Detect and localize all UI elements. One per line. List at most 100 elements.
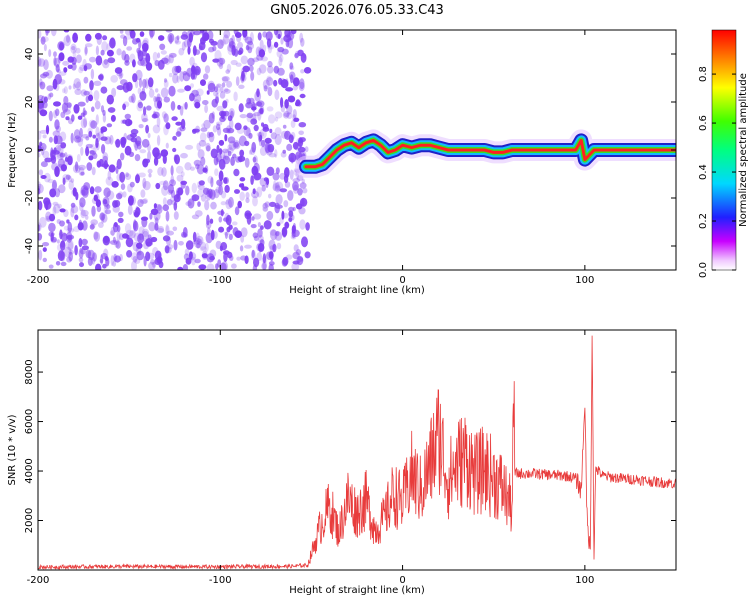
noise-speck xyxy=(80,118,88,129)
noise-speck xyxy=(152,261,156,268)
noise-speck xyxy=(269,128,273,134)
noise-speck xyxy=(38,169,44,176)
noise-speck xyxy=(107,57,116,64)
noise-speck xyxy=(288,134,294,144)
noise-speck xyxy=(118,73,123,80)
noise-speck xyxy=(163,79,169,89)
noise-speck xyxy=(68,251,73,262)
noise-speck xyxy=(256,243,262,252)
spectrogram-noise-field xyxy=(38,30,312,270)
noise-speck xyxy=(162,180,169,191)
noise-speck xyxy=(113,253,117,262)
noise-speck xyxy=(257,228,263,238)
noise-speck xyxy=(132,241,140,252)
noise-speck xyxy=(39,129,48,134)
noise-speck xyxy=(181,41,186,51)
noise-speck xyxy=(292,77,300,87)
noise-speck xyxy=(226,80,233,88)
noise-speck xyxy=(237,41,244,49)
noise-speck xyxy=(299,78,305,90)
snr-y-ticks: 2000 4000 6000 8000 xyxy=(24,359,676,533)
noise-speck xyxy=(215,263,219,270)
noise-speck xyxy=(239,177,246,182)
noise-speck xyxy=(141,217,148,228)
noise-speck xyxy=(165,142,169,149)
noise-speck xyxy=(93,147,97,154)
noise-speck xyxy=(38,233,43,241)
noise-speck xyxy=(281,210,285,220)
noise-speck xyxy=(81,134,90,139)
noise-speck xyxy=(191,89,199,97)
noise-speck xyxy=(153,152,162,160)
noise-speck xyxy=(38,224,41,232)
noise-speck xyxy=(63,86,68,94)
noise-speck xyxy=(235,62,242,67)
noise-speck xyxy=(257,222,261,228)
noise-speck xyxy=(274,116,279,122)
noise-speck xyxy=(214,168,219,176)
snr-x-tick-label: -200 xyxy=(27,575,50,586)
noise-speck xyxy=(196,238,203,244)
noise-speck xyxy=(176,127,182,136)
noise-speck xyxy=(218,139,225,146)
noise-speck xyxy=(90,143,95,150)
noise-speck xyxy=(196,242,201,249)
noise-speck xyxy=(229,255,234,261)
noise-speck xyxy=(210,201,217,210)
noise-speck xyxy=(253,124,259,132)
noise-speck xyxy=(165,210,170,222)
noise-speck xyxy=(48,136,53,143)
noise-speck xyxy=(199,132,207,143)
noise-speck xyxy=(227,136,236,144)
snr-x-tick-label: 0 xyxy=(399,575,405,586)
noise-speck xyxy=(55,125,61,133)
noise-speck xyxy=(98,74,104,80)
noise-speck xyxy=(258,247,262,253)
spectrogram-ridge xyxy=(295,129,676,178)
noise-speck xyxy=(263,85,268,92)
noise-speck xyxy=(168,85,176,97)
noise-speck xyxy=(188,251,193,260)
noise-speck xyxy=(269,201,277,207)
noise-speck xyxy=(73,78,81,89)
noise-speck xyxy=(68,118,74,125)
noise-speck xyxy=(277,33,281,40)
noise-speck xyxy=(89,224,95,230)
noise-speck xyxy=(145,238,153,247)
noise-speck xyxy=(51,30,57,37)
noise-speck xyxy=(125,229,134,237)
noise-speck xyxy=(137,59,145,66)
noise-speck xyxy=(138,124,144,129)
noise-speck xyxy=(177,266,184,270)
noise-speck xyxy=(102,59,110,69)
noise-speck xyxy=(125,237,134,248)
noise-speck xyxy=(286,143,293,151)
noise-speck xyxy=(68,180,74,191)
noise-speck xyxy=(240,73,245,84)
noise-speck xyxy=(43,59,49,71)
noise-speck xyxy=(223,30,231,39)
noise-speck xyxy=(132,59,136,68)
noise-speck xyxy=(230,156,236,166)
noise-speck xyxy=(150,208,159,215)
noise-speck xyxy=(109,230,115,236)
figure-title: GN05.2026.076.05.33.C43 xyxy=(270,3,444,18)
noise-speck xyxy=(142,47,147,57)
noise-speck xyxy=(283,112,290,119)
noise-speck xyxy=(224,149,230,161)
noise-speck xyxy=(208,112,215,124)
noise-speck xyxy=(173,201,178,211)
noise-speck xyxy=(71,56,77,65)
noise-speck xyxy=(46,85,54,92)
noise-speck xyxy=(174,36,180,44)
noise-speck xyxy=(266,77,274,86)
noise-speck xyxy=(280,130,289,139)
noise-speck xyxy=(252,113,257,125)
noise-speck xyxy=(54,119,60,130)
noise-speck xyxy=(248,65,254,72)
noise-speck xyxy=(153,96,157,103)
noise-speck xyxy=(55,261,61,266)
noise-speck xyxy=(64,246,72,258)
noise-speck xyxy=(175,165,184,174)
noise-speck xyxy=(223,87,229,93)
